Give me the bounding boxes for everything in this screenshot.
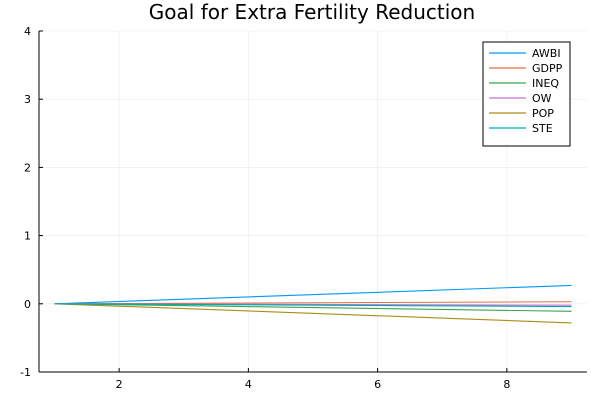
chart-title: Goal for Extra Fertility Reduction — [149, 0, 475, 24]
legend-box — [482, 41, 571, 147]
x-tick-label: 8 — [503, 378, 510, 391]
legend: AWBI GDPP INEQ OW POP STE — [482, 41, 571, 147]
legend-label: AWBI — [532, 47, 561, 60]
axes — [38, 30, 587, 373]
legend-label: GDPP — [532, 62, 563, 75]
legend-label: INEQ — [532, 77, 559, 90]
legend-label: STE — [532, 122, 553, 135]
series-line-ineq — [54, 303, 572, 312]
x-tick-label: 4 — [245, 378, 252, 391]
series-line-ste — [54, 303, 572, 308]
y-tick-label: 3 — [24, 93, 31, 106]
tick-labels: 2 4 6 8 -1 0 1 2 3 4 — [20, 25, 510, 391]
y-tick-label: -1 — [20, 366, 31, 379]
y-tick-label: 4 — [24, 25, 31, 38]
series-line-pop — [54, 303, 572, 324]
x-tick-label: 2 — [116, 378, 123, 391]
y-tick-label: 0 — [24, 298, 31, 311]
series-line-awbi — [54, 284, 572, 305]
legend-label: POP — [532, 107, 554, 120]
legend-label: OW — [532, 92, 552, 105]
y-tick-label: 2 — [24, 161, 31, 174]
series-line-gdpp — [54, 301, 572, 305]
series-lines — [54, 284, 572, 324]
x-tick-label: 6 — [374, 378, 381, 391]
y-tick-label: 1 — [24, 230, 31, 243]
